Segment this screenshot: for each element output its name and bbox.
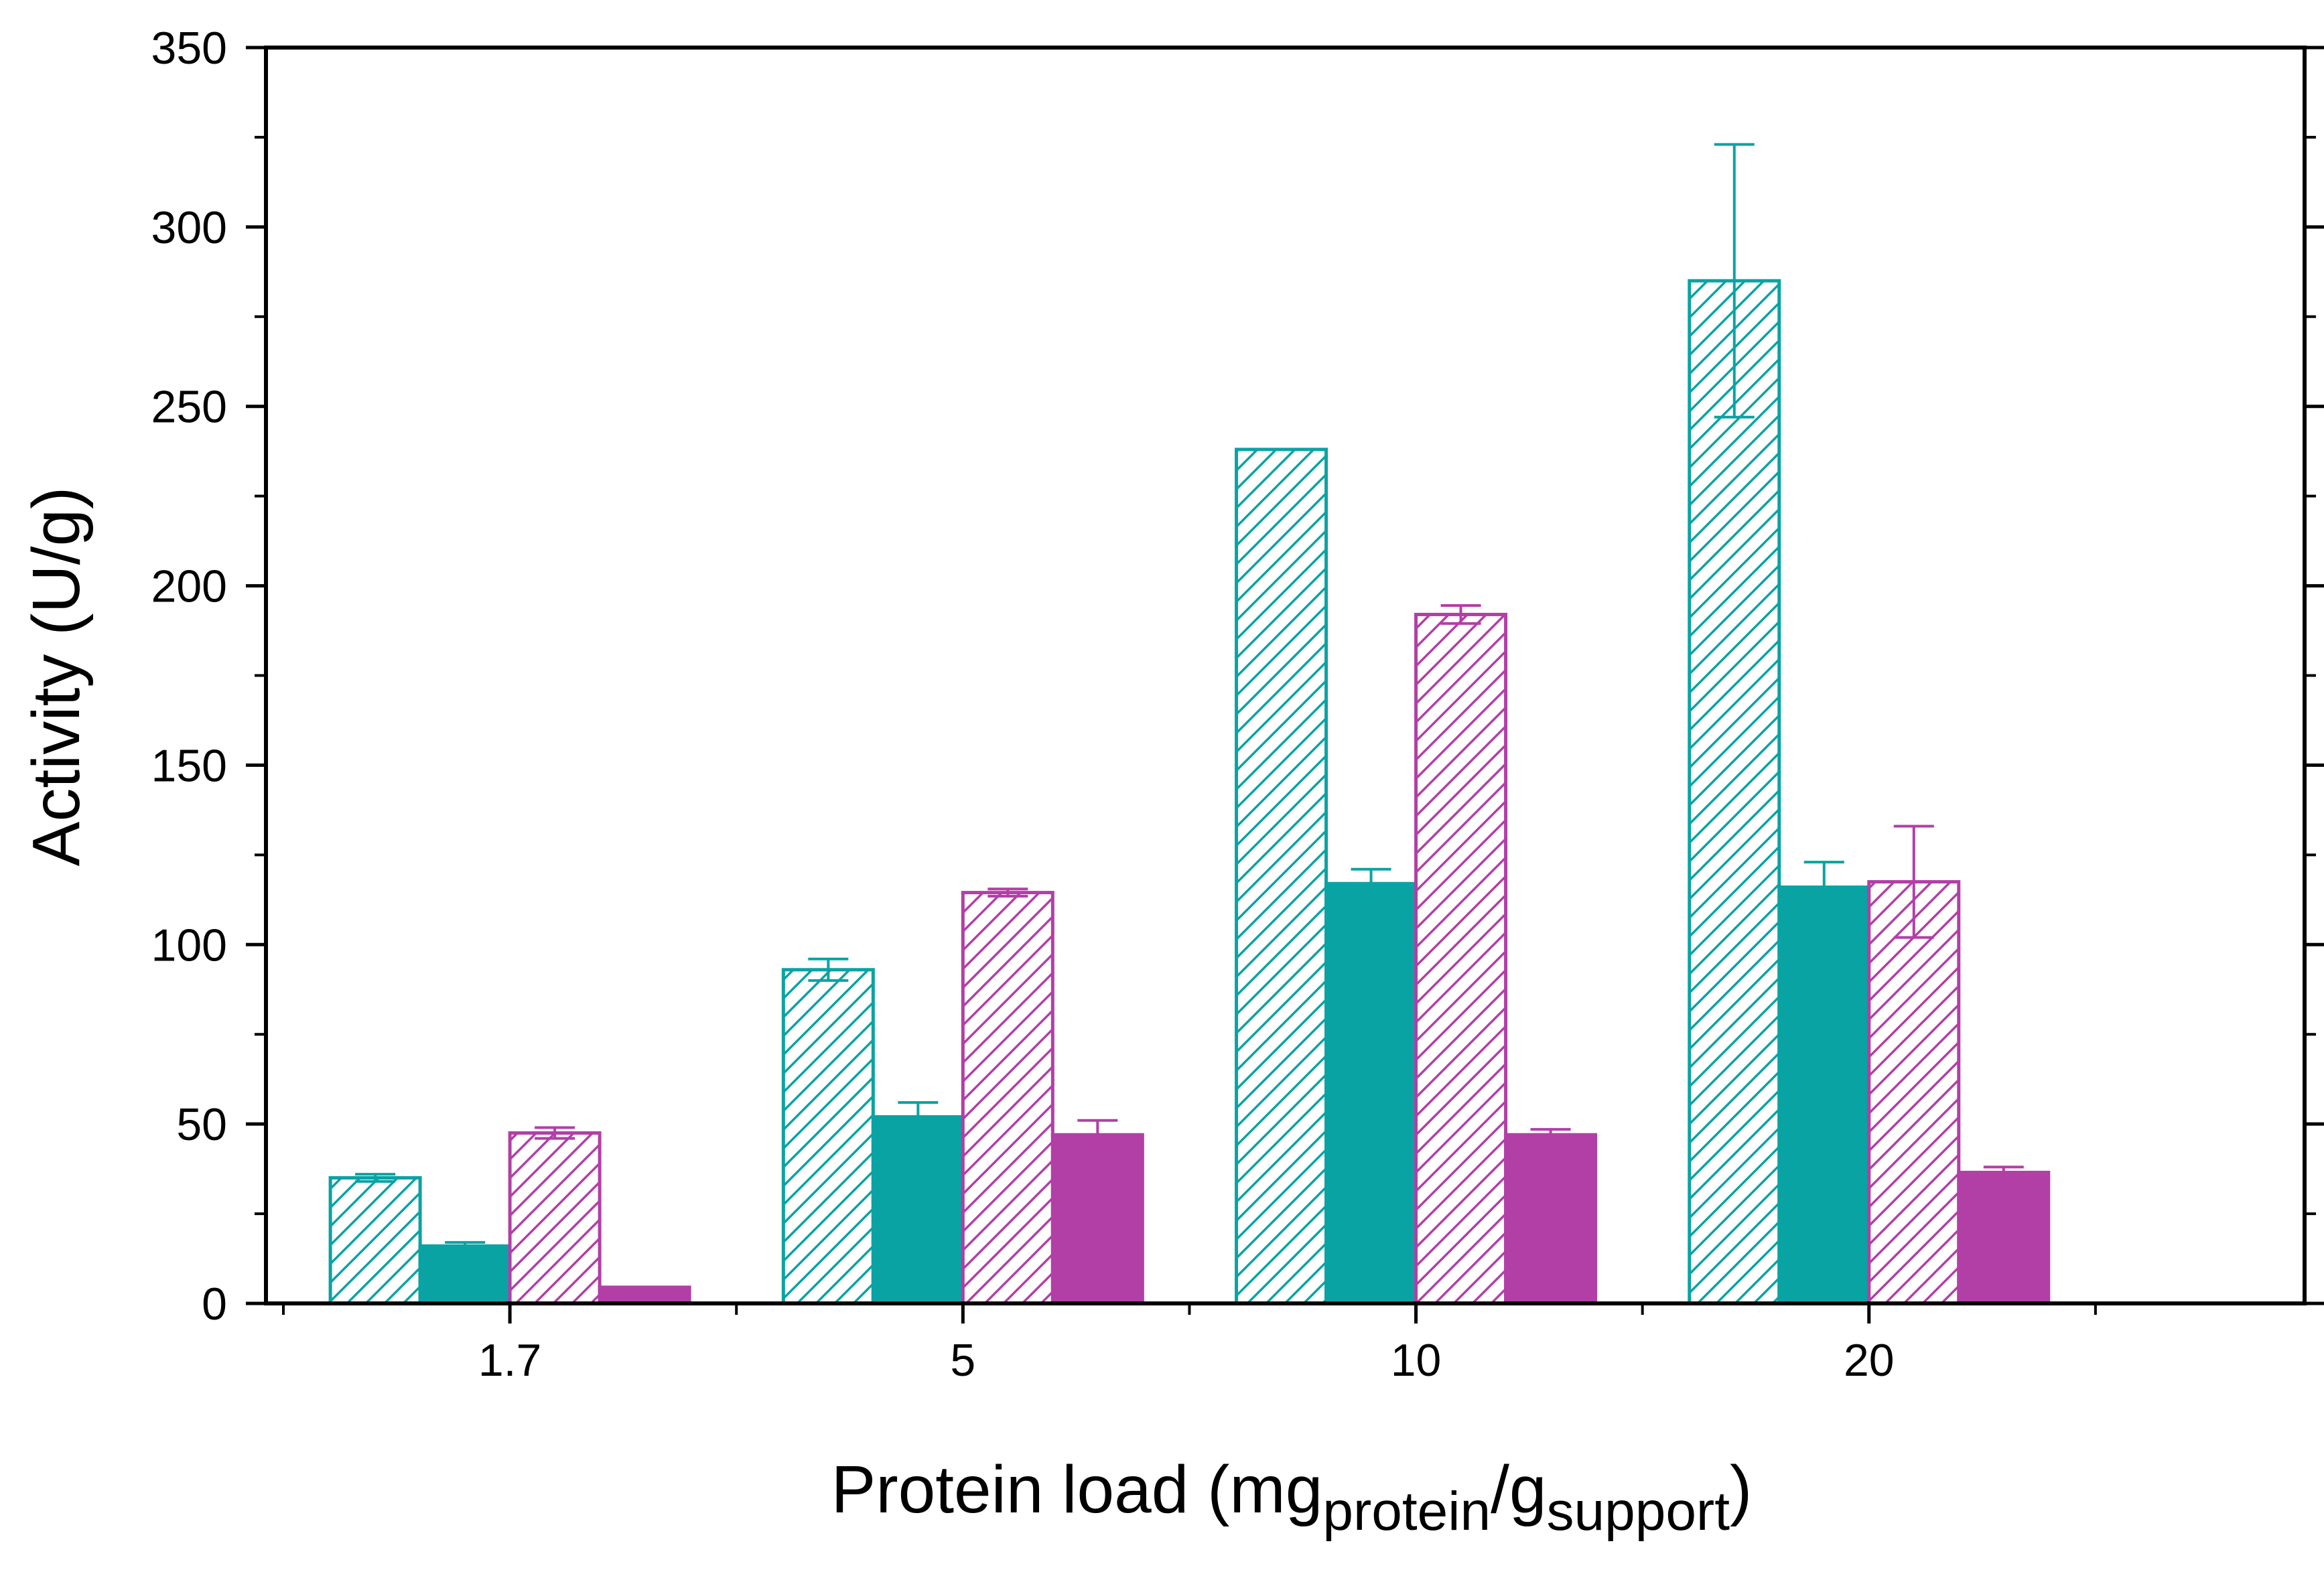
x-axis-title-close: ) bbox=[1730, 1452, 1752, 1527]
y-tick-label-150: 150 bbox=[151, 740, 227, 791]
bar-series-2-1.7 bbox=[418, 1244, 512, 1305]
error-bar-series-4-20 bbox=[1983, 1165, 2024, 1180]
y-axis-title: Activity (U/g) bbox=[19, 487, 94, 867]
bar-series-1-1.7 bbox=[328, 1176, 422, 1305]
bar-series-1-10 bbox=[1235, 447, 1328, 1305]
error-bar-series-2-5 bbox=[898, 1101, 939, 1133]
error-bar-series-2-10 bbox=[1351, 867, 1391, 900]
y-tick-label-200: 200 bbox=[151, 561, 227, 612]
y-tick-label-100: 100 bbox=[151, 920, 227, 971]
x-axis-title-slash: /g bbox=[1491, 1452, 1546, 1527]
error-bar-series-1-5 bbox=[808, 957, 849, 982]
error-bars-layer bbox=[355, 143, 2024, 1251]
bar-series-3-20 bbox=[1867, 880, 1961, 1305]
x-axis-title-subscript-support: support bbox=[1547, 1481, 1730, 1542]
x-tick-label-20: 20 bbox=[1844, 1335, 1895, 1386]
x-tick-label-1.7: 1.7 bbox=[478, 1335, 542, 1386]
bar-series-4-5 bbox=[1050, 1133, 1144, 1305]
y-tick-label-50: 50 bbox=[176, 1099, 227, 1150]
x-tick-label-5: 5 bbox=[950, 1335, 975, 1386]
x-axis-title-subscript-protein: protein bbox=[1322, 1481, 1491, 1542]
x-axis-title: Protein load (mgprotein/gsupport) bbox=[831, 1452, 1753, 1542]
error-bar-series-3-10 bbox=[1440, 604, 1481, 625]
y-tick-label-300: 300 bbox=[151, 202, 227, 253]
bar-series-4-1.7 bbox=[598, 1285, 691, 1305]
y-axis: 0 50 100 150 200 250 300 350 bbox=[151, 23, 2324, 1330]
error-bar-series-1-20 bbox=[1714, 143, 1755, 419]
y-tick-label-0: 0 bbox=[202, 1279, 227, 1330]
bar-series-3-10 bbox=[1414, 612, 1508, 1305]
bar-series-4-20 bbox=[1957, 1170, 2051, 1305]
y-tick-label-350: 350 bbox=[151, 23, 227, 74]
bar-series-3-1.7 bbox=[508, 1131, 602, 1305]
bar-series-1-20 bbox=[1688, 279, 1781, 1305]
error-bar-series-4-5 bbox=[1077, 1119, 1118, 1151]
bar-series-4-10 bbox=[1504, 1133, 1598, 1305]
bar-series-1-5 bbox=[781, 968, 875, 1305]
bar-series-2-10 bbox=[1324, 881, 1418, 1305]
error-bar-series-2-20 bbox=[1803, 861, 1844, 914]
bar-series-3-5 bbox=[961, 891, 1054, 1305]
y-tick-label-250: 250 bbox=[151, 382, 227, 433]
error-bar-series-3-1.7 bbox=[535, 1126, 575, 1140]
error-bar-series-3-20 bbox=[1893, 825, 1934, 939]
error-bar-series-4-10 bbox=[1530, 1128, 1571, 1142]
error-bar-series-1-1.7 bbox=[355, 1173, 396, 1183]
bars-layer bbox=[328, 279, 2051, 1305]
error-bar-series-3-5 bbox=[987, 887, 1028, 898]
x-axis-title-main: Protein load (mg bbox=[831, 1452, 1323, 1527]
bar-series-2-5 bbox=[871, 1115, 965, 1305]
bar-series-2-20 bbox=[1777, 885, 1871, 1305]
x-axis: 1.7 5 10 20 bbox=[282, 1303, 2097, 1386]
x-tick-label-10: 10 bbox=[1391, 1335, 1442, 1386]
error-bar-series-2-1.7 bbox=[445, 1240, 486, 1251]
